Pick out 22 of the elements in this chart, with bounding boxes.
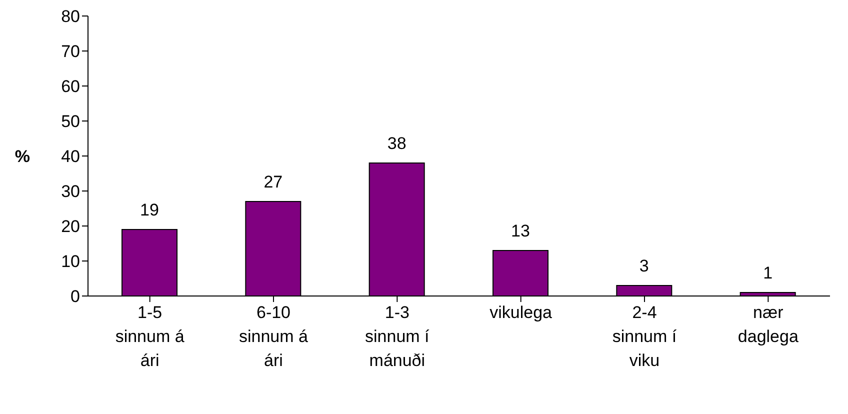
y-tick-label: 30 [61,182,80,202]
x-tick-label: 6-10 sinnum á ári [239,303,309,370]
y-axis-title: % [14,147,30,166]
data-label: 19 [140,200,159,220]
y-tick-label: 10 [61,252,80,272]
x-tick-label: 2-4 sinnum í viku [612,303,677,370]
x-tick-label: vikulega [490,303,553,322]
y-tick-label: 20 [61,217,80,236]
data-label: 3 [639,256,649,276]
x-tick-label: 1-3 sinnum í mánuði [365,303,430,370]
y-tick-label: 50 [61,112,80,132]
data-label: 13 [511,222,530,240]
y-tick-label: 40 [61,147,80,166]
y-tick-label: 80 [61,7,80,26]
x-tick-label: 1-5 sinnum á ári [115,303,185,370]
x-tick-label: nær daglega [738,303,799,346]
y-tick-label: 60 [61,77,80,96]
data-label: 1 [763,264,773,282]
y-tick-label: 70 [61,42,80,62]
y-tick-label: 0 [70,287,80,306]
data-label: 38 [387,134,406,153]
data-label: 27 [264,172,283,192]
